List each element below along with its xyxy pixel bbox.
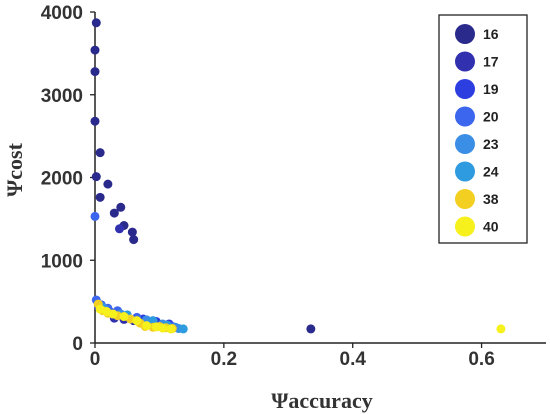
y-tick-label: 1000 <box>41 251 83 272</box>
data-point <box>103 179 113 189</box>
data-point <box>178 324 188 334</box>
data-point <box>496 324 506 334</box>
legend-label: 16 <box>483 26 499 42</box>
x-tick-label: 0.6 <box>468 349 494 370</box>
series-40 <box>95 304 506 334</box>
data-point <box>306 324 316 334</box>
data-points <box>90 18 506 334</box>
x-tick-label: 0.2 <box>211 349 237 370</box>
data-point <box>127 227 137 237</box>
tick-labels: 0 0.2 0.4 0.6 0 1000 2000 3000 4000 <box>41 3 495 370</box>
legend-marker <box>455 134 475 154</box>
legend: 16 17 19 20 23 24 38 40 <box>438 14 528 244</box>
x-tick-label: 0.4 <box>340 349 367 370</box>
data-point <box>90 45 100 55</box>
series-16 <box>90 18 316 334</box>
legend-marker <box>455 161 475 182</box>
legend-marker <box>455 24 475 44</box>
legend-label: 40 <box>483 219 499 235</box>
y-axis-title: Ψcost <box>2 142 27 196</box>
data-point <box>166 324 176 334</box>
y-tick-label: 3000 <box>41 86 83 107</box>
data-point <box>95 192 105 202</box>
x-tick-label: 0 <box>90 349 101 370</box>
data-point <box>132 316 142 326</box>
data-point <box>91 18 101 28</box>
legend-label: 19 <box>483 81 499 97</box>
data-point <box>114 224 124 234</box>
data-point <box>129 235 139 245</box>
data-point <box>90 67 100 77</box>
legend-label: 38 <box>483 191 499 207</box>
legend-marker <box>455 216 475 237</box>
y-tick-label: 0 <box>72 334 83 355</box>
legend-marker <box>455 51 475 72</box>
legend-label: 23 <box>483 136 499 152</box>
data-point <box>95 148 105 158</box>
legend-box <box>438 14 528 244</box>
data-point <box>119 312 129 322</box>
legend-label: 24 <box>483 164 499 180</box>
y-tick-label: 4000 <box>41 3 83 24</box>
data-point <box>158 323 168 333</box>
data-point <box>109 208 119 218</box>
legend-label: 20 <box>483 109 499 125</box>
legend-marker <box>455 79 475 99</box>
x-axis-title: Ψaccuracy <box>271 388 372 413</box>
legend-label: 17 <box>483 54 499 70</box>
y-tick-label: 2000 <box>41 169 83 190</box>
data-point <box>108 309 118 319</box>
data-point <box>142 321 152 331</box>
data-point <box>116 202 126 212</box>
legend-marker <box>455 106 475 127</box>
data-point <box>90 211 100 221</box>
data-point <box>90 116 100 126</box>
data-point <box>91 172 101 182</box>
legend-marker <box>455 189 475 209</box>
